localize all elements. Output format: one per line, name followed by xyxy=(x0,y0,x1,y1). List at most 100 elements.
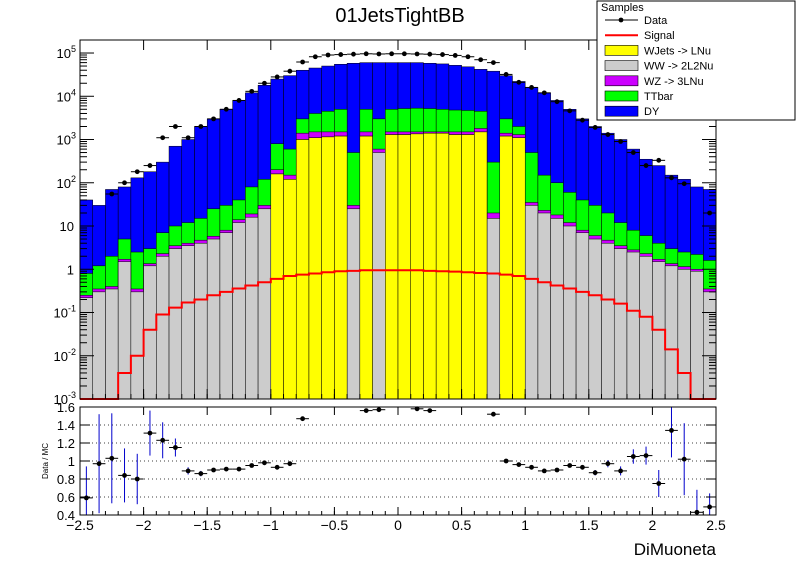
bar-ww-2l2nu-11 xyxy=(219,232,233,400)
legend-label-ww-2l2nu: WW -> 2L2Nu xyxy=(644,61,713,73)
data-point-39 xyxy=(580,117,585,123)
ratio-point-19 xyxy=(376,407,382,413)
data-point-6 xyxy=(160,135,166,141)
bar-ww-2l2nu-2 xyxy=(105,288,119,400)
ratio-x-tick-label-4: −0.5 xyxy=(321,517,349,533)
ratio-point-17 xyxy=(300,416,305,422)
bar-ww-2l2nu-36 xyxy=(537,212,551,400)
legend-swatch-dy xyxy=(604,105,639,117)
ratio-point-13 xyxy=(249,463,255,468)
ratio-point-8 xyxy=(185,468,191,474)
data-point-22 xyxy=(363,51,369,57)
bar-ww-2l2nu-35 xyxy=(524,205,539,400)
bar-ww-2l2nu-21 xyxy=(346,208,361,400)
legend-label-signal: Signal xyxy=(644,30,675,42)
ratio-point-0 xyxy=(83,495,89,501)
legend-label-dy: DY xyxy=(644,106,660,118)
bar-ww-2l2nu-48 xyxy=(690,270,704,400)
bar-wjets-lnu-15 xyxy=(270,173,284,400)
bar-ww-2l2nu-3 xyxy=(117,261,132,400)
upper-y-tick-label-8: 105 xyxy=(57,44,76,61)
bar-ww-2l2nu-9 xyxy=(194,242,208,400)
bar-wjets-lnu-33 xyxy=(499,135,513,400)
signal-line-layer xyxy=(80,269,716,400)
legend-label-ttbar: TTbar xyxy=(644,91,674,103)
ratio-point-9 xyxy=(198,471,204,476)
ratio-point-28 xyxy=(567,463,573,468)
bar-ww-2l2nu-6 xyxy=(156,255,170,400)
legend-label-wjets-lnu: WJets -> LNu xyxy=(644,45,711,57)
data-point-46 xyxy=(669,175,674,181)
data-point-41 xyxy=(605,132,611,137)
ratio-point-34 xyxy=(643,453,649,458)
bar-ww-2l2nu-47 xyxy=(677,269,691,400)
data-point-23 xyxy=(376,51,382,57)
data-point-42 xyxy=(618,139,623,144)
data-point-19 xyxy=(325,52,331,58)
legend-entries: Data Signal WJets -> LNu WW -> 2L2Nu WZ -> 3… xyxy=(604,15,713,118)
ratio-point-37 xyxy=(681,456,687,462)
ratio-point-18 xyxy=(363,408,369,413)
ratio-point-24 xyxy=(516,462,522,467)
data-point-37 xyxy=(554,99,560,105)
legend: Samples Data Signal WJets -> LNu WW -> 2L2N… xyxy=(596,0,796,121)
bar-ww-2l2nu-44 xyxy=(639,255,653,400)
bar-ww-2l2nu-4 xyxy=(130,291,144,400)
bar-wjets-lnu-27 xyxy=(423,132,437,400)
ratio-y-tick-label-3: 1 xyxy=(68,454,75,469)
data-point-14 xyxy=(262,80,267,86)
legend-title: Samples xyxy=(601,2,644,14)
data-point-36 xyxy=(541,90,547,96)
bar-wjets-lnu-19 xyxy=(321,136,335,400)
data-point-34 xyxy=(516,79,522,85)
ratio-point-5 xyxy=(147,430,153,436)
ratio-x-tick-label-5: 0 xyxy=(394,517,402,533)
bar-ww-2l2nu-43 xyxy=(626,251,640,400)
chart-title: 01JetsTightBB xyxy=(335,5,464,27)
data-point-15 xyxy=(274,74,280,80)
data-point-24 xyxy=(389,51,395,57)
upper-y-tick-label-0: 10-3 xyxy=(54,390,76,407)
ratio-point-26 xyxy=(541,468,547,474)
data-point-3 xyxy=(122,180,127,186)
ratio-y-tick-label-5: 1.4 xyxy=(57,418,75,433)
ratio-point-10 xyxy=(211,467,216,473)
ratio-point-15 xyxy=(274,464,280,470)
bar-ww-2l2nu-8 xyxy=(181,245,195,400)
bar-wjets-lnu-30 xyxy=(461,134,475,400)
data-point-8 xyxy=(185,135,191,141)
bar-ww-2l2nu-42 xyxy=(613,248,628,400)
upper-y-tick-label-1: 10-2 xyxy=(54,347,76,364)
data-point-43 xyxy=(630,150,636,155)
ratio-x-tick-label-1: −2 xyxy=(136,517,152,533)
upper-y-tick-label-5: 102 xyxy=(57,174,76,191)
ratio-x-tick-label-3: −1 xyxy=(263,517,279,533)
bar-ww-2l2nu-46 xyxy=(664,265,679,400)
bar-ww-2l2nu-10 xyxy=(206,238,221,400)
bar-ww-2l2nu-37 xyxy=(550,218,564,400)
ratio-point-2 xyxy=(109,455,115,461)
bar-ww-2l2nu-5 xyxy=(143,265,157,400)
bar-wjets-lnu-31 xyxy=(474,131,488,400)
data-point-25 xyxy=(401,51,407,57)
bar-ww-2l2nu-23 xyxy=(372,152,386,400)
data-point-32 xyxy=(491,60,496,66)
ratio-y-tick-label-0: 0.4 xyxy=(57,508,75,523)
ratio-point-1 xyxy=(96,461,102,467)
bar-ww-2l2nu-41 xyxy=(601,242,615,400)
ratio-axes: −2.5 −2 −1.5 −1 −0.5 0 0.5 1 1.5 2 2.5 0.4 0.6 0.8 1 1.… xyxy=(57,394,726,533)
legend-label-wz-3lnu: WZ -> 3LNu xyxy=(644,76,704,88)
ratio-point-32 xyxy=(618,468,623,474)
bar-ww-2l2nu-1 xyxy=(92,291,106,400)
ratio-point-31 xyxy=(605,461,611,467)
data-point-26 xyxy=(414,51,420,57)
legend-swatch-ww-2l2nu xyxy=(604,60,639,71)
upper-y-tick-label-2: 10-1 xyxy=(54,304,76,321)
ratio-y-tick-label-6: 1.6 xyxy=(57,400,75,415)
data-point-12 xyxy=(236,98,242,103)
ratio-point-23 xyxy=(503,458,509,464)
bar-wjets-lnu-17 xyxy=(295,139,310,400)
bar-wjets-lnu-20 xyxy=(334,135,348,400)
upper-y-tick-label-6: 103 xyxy=(57,131,76,148)
